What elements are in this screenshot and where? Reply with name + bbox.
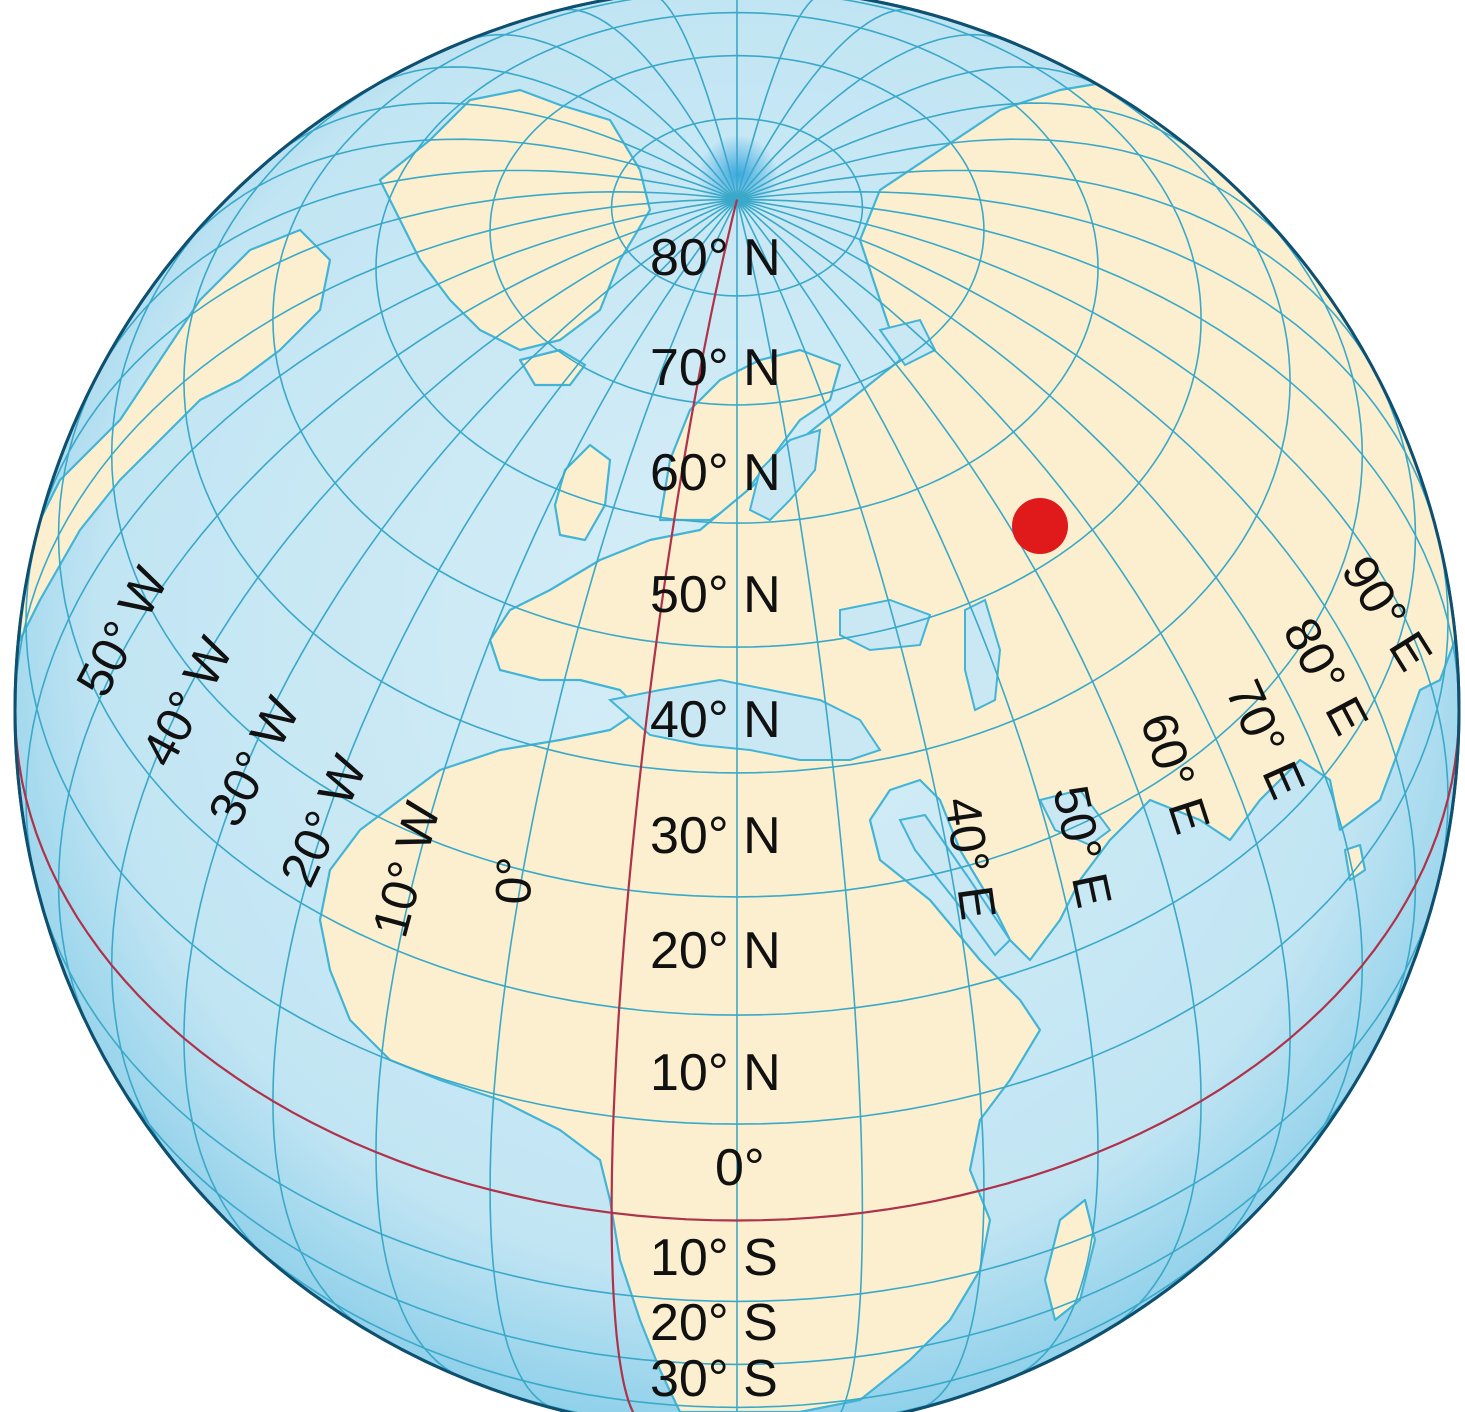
lat-label-30s: 30° S: [650, 1350, 778, 1408]
meridian-line: [183, 198, 738, 1260]
lat-label-60n: 60° N: [650, 444, 781, 502]
red-sea: [898, 813, 1012, 957]
mediterranean-sea: [607, 678, 882, 761]
baltic-sea: [748, 428, 822, 522]
globe-rim: [13, 0, 1461, 1412]
meridian-line: [736, 102, 1196, 201]
lat-label-20s: 20° S: [650, 1294, 778, 1352]
meridian-line: [736, 8, 915, 200]
meridian-line: [649, 0, 738, 200]
meridian-line: [736, 66, 1104, 201]
meridian-line: [272, 198, 738, 1328]
meridian-line: [736, 33, 1006, 201]
lat-label-30n: 30° N: [650, 807, 781, 865]
meridian-line: [98, 169, 738, 372]
meridian-line: [468, 33, 738, 201]
north-america-land: [18, 228, 332, 642]
caspian-sea: [964, 598, 1002, 712]
meridian-line: [736, 198, 1364, 1164]
meridian-line: [736, 0, 825, 200]
meridian-line: [736, 199, 985, 1409]
lat-label-10s: 10° S: [650, 1229, 778, 1287]
equator-line: [15, 709, 1459, 1222]
meridian-line: [736, 198, 1449, 869]
meridian-line: [736, 198, 1099, 1378]
sri-lanka-land: [1343, 843, 1367, 882]
lat-label-10n: 10° N: [650, 1044, 781, 1102]
madagascar-land: [1043, 1198, 1097, 1322]
lat-label-0: 0°: [715, 1139, 765, 1197]
lat-label-40n: 40° N: [650, 691, 781, 749]
meridian-line: [736, 190, 1438, 535]
meridian-line: [736, 138, 1290, 246]
meridian-line: [110, 198, 738, 1164]
lat-label-20n: 20° N: [650, 922, 781, 980]
lat-label-50n: 50° N: [650, 566, 781, 624]
meridian-line: [15, 198, 738, 711]
meridian-line: [489, 199, 738, 1409]
meridian-line: [36, 190, 738, 535]
lat-label-80n: 80° N: [650, 229, 781, 287]
meridian-line: [736, 169, 1376, 372]
meridian-line: [184, 138, 738, 246]
meridian-line: [736, 198, 1459, 711]
british-isles-land: [553, 443, 612, 542]
meridian-line: [370, 66, 738, 201]
location-marker: [1012, 498, 1068, 554]
prime-meridian-line: [610, 199, 739, 1412]
lat-label-70n: 70° N: [650, 339, 781, 397]
meridian-line: [25, 198, 738, 869]
meridian-line: [559, 8, 738, 200]
lon-label-0: 0°: [485, 856, 543, 906]
black-sea: [839, 598, 932, 652]
persian-gulf: [1038, 788, 1112, 847]
greenland-land: [378, 88, 652, 352]
meridian-line: [736, 199, 864, 1412]
meridian-line: [736, 198, 1291, 1260]
meridian-line: [375, 198, 738, 1378]
latitude-labels: 80° N 70° N 60° N 50° N 40° N 30° N 20° …: [650, 229, 781, 1408]
meridian-line: [736, 198, 1202, 1328]
meridian-line: [278, 102, 738, 201]
landmasses: [18, 78, 1457, 1412]
inland-seas: [607, 318, 1112, 957]
